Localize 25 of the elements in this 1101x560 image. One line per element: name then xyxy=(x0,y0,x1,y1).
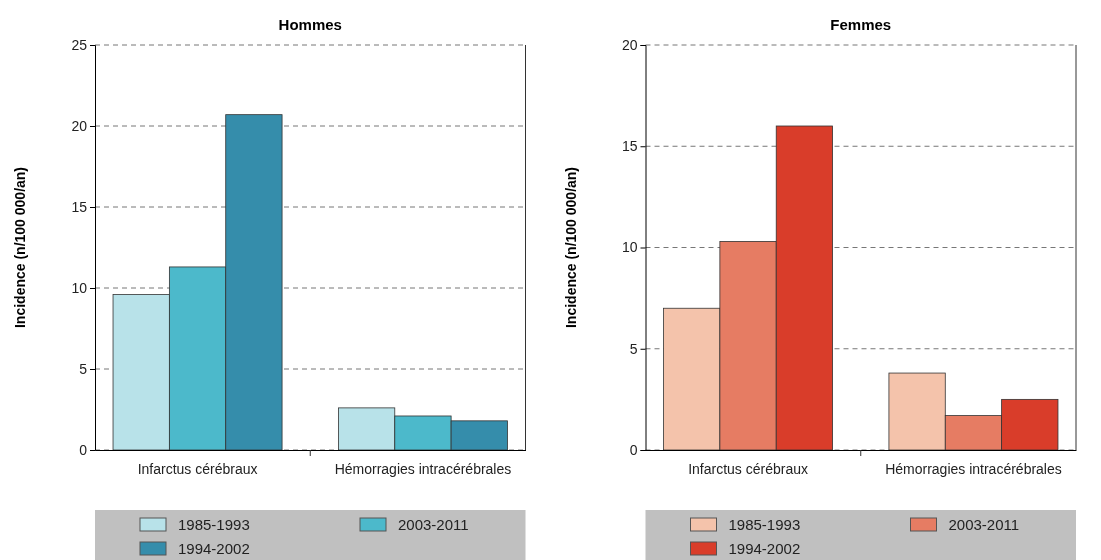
y-tick-label: 20 xyxy=(621,36,638,53)
chart-title: Femmes xyxy=(830,16,892,33)
y-tick-label: 10 xyxy=(621,239,638,256)
y-tick-label: 10 xyxy=(71,279,88,296)
legend-label: 2003-2011 xyxy=(948,516,1020,533)
y-axis-title: Incidence (n/100 000/an) xyxy=(562,166,579,329)
chart-title: Hommes xyxy=(278,16,342,33)
legend-label: 1985-1993 xyxy=(728,516,801,533)
x-tick-label: Hémorragies intracérébrales xyxy=(334,460,512,477)
legend-label: 2003-2011 xyxy=(398,516,469,533)
y-tick-label: 5 xyxy=(629,340,638,357)
legend-label: 1985-1993 xyxy=(178,516,250,533)
legend-label: 1994-2002 xyxy=(728,540,801,557)
y-tick-label: 0 xyxy=(629,441,638,458)
y-tick-label: 15 xyxy=(71,198,88,215)
y-tick-label: 0 xyxy=(79,441,88,458)
y-tick-label: 5 xyxy=(79,360,88,377)
x-tick-label: Infarctus cérébraux xyxy=(137,460,258,477)
y-tick-label: 20 xyxy=(71,117,88,134)
y-axis-title: Incidence (n/100 000/an) xyxy=(12,166,28,329)
y-tick-label: 15 xyxy=(621,138,638,155)
legend-label: 1994-2002 xyxy=(178,540,250,557)
x-tick-label: Infarctus cérébraux xyxy=(688,460,808,477)
y-tick-label: 25 xyxy=(71,36,88,53)
x-tick-label: Hémorragies intracérébrales xyxy=(885,460,1062,477)
